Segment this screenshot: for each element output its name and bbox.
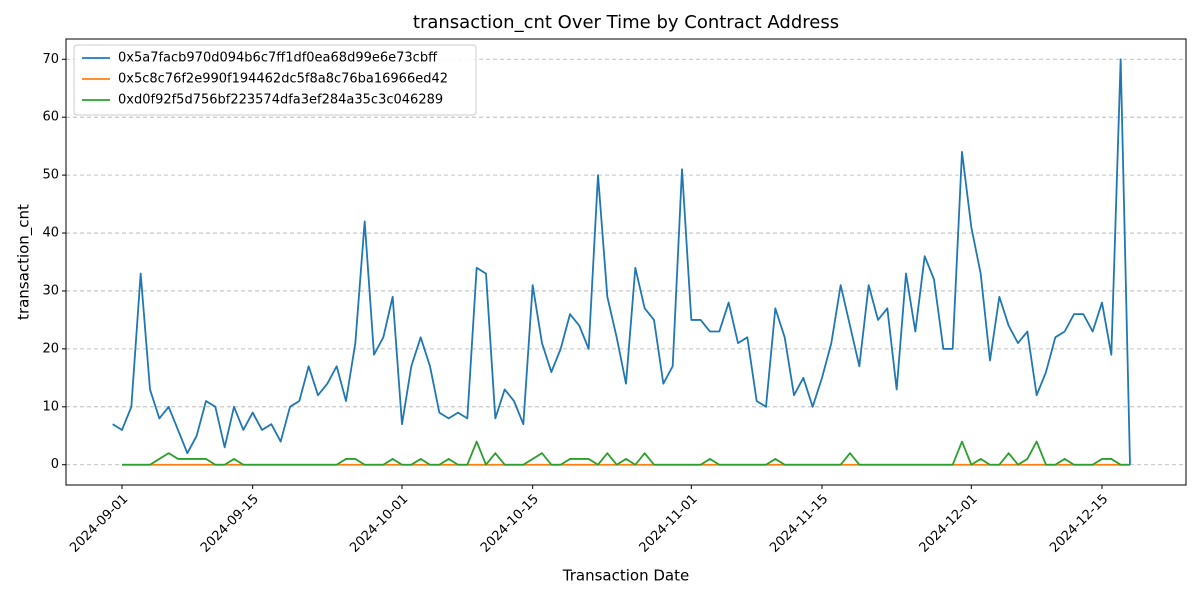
legend-label: 0x5c8c76f2e990f194462dc5f8a8c76ba16966ed… bbox=[118, 72, 448, 87]
y-tick-label: 70 bbox=[42, 52, 59, 67]
y-tick-label: 50 bbox=[42, 168, 59, 183]
y-tick-label: 30 bbox=[42, 283, 59, 298]
y-tick-label: 10 bbox=[42, 399, 59, 414]
y-tick-label: 40 bbox=[42, 226, 59, 241]
series-line bbox=[122, 440, 1130, 466]
y-tick-label: 60 bbox=[42, 110, 59, 125]
x-axis-label: Transaction Date bbox=[562, 567, 689, 585]
legend-frame bbox=[73, 44, 477, 116]
y-tick-label: 20 bbox=[42, 341, 59, 356]
axes-frame bbox=[65, 38, 1187, 486]
y-tick-label: 0 bbox=[51, 457, 59, 472]
series-line bbox=[112, 58, 1131, 465]
legend: 0x5a7facb970d094b6c7ff1df0ea68d99e6e73cb… bbox=[73, 44, 477, 116]
y-axis-label: transaction_cnt bbox=[15, 204, 34, 320]
legend-label: 0xd0f92f5d756bf223574dfa3ef284a35c3c0462… bbox=[118, 93, 443, 108]
chart-title: transaction_cnt Over Time by Contract Ad… bbox=[413, 12, 839, 33]
legend-label: 0x5a7facb970d094b6c7ff1df0ea68d99e6e73cb… bbox=[118, 51, 438, 66]
